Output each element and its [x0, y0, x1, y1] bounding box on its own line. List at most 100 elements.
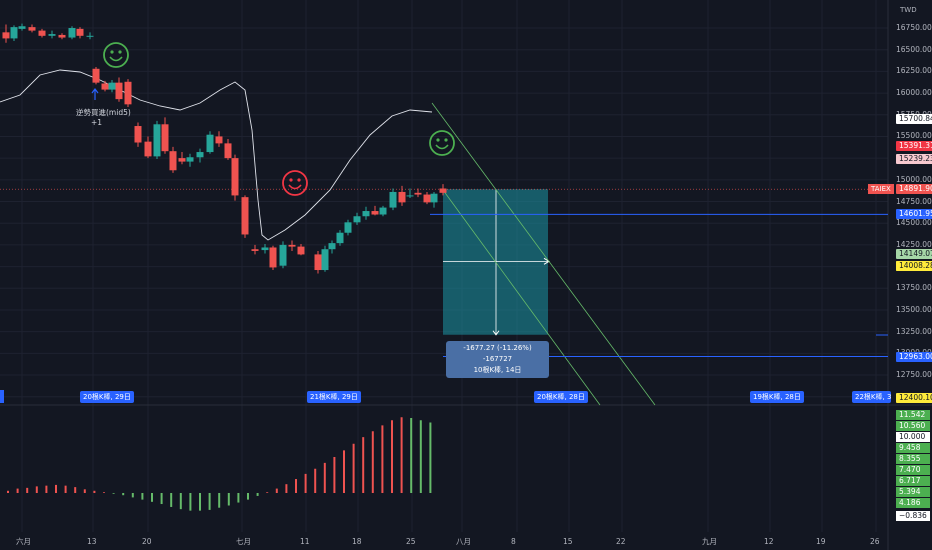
candle-body	[389, 191, 397, 208]
badge-edge	[0, 390, 4, 403]
price-tag: 12963.00	[896, 351, 932, 362]
candle-body	[101, 83, 109, 90]
candle-body	[206, 134, 214, 153]
bar-count-badge: 20根K棒, 28日	[534, 391, 588, 403]
projection-arrow-down	[492, 330, 500, 336]
band-line	[0, 69, 433, 241]
time-axis-tick: 12	[764, 537, 774, 546]
candle-body	[92, 68, 100, 83]
candle-body	[261, 247, 269, 251]
signal-label: 逆勢買進(mid5)	[76, 108, 131, 117]
price-axis-tick: 12750.00	[896, 370, 932, 379]
price-tag: 14008.28	[896, 260, 932, 271]
candle-body	[406, 195, 414, 197]
time-axis-tick: 七月	[236, 537, 251, 546]
candle-body	[279, 244, 287, 266]
candle-body	[153, 124, 161, 157]
candle-body	[58, 34, 66, 38]
candle-body	[108, 82, 116, 90]
time-axis-tick: 20	[142, 537, 152, 546]
indicator-tick: 10.000	[896, 432, 930, 442]
candle-body	[134, 126, 142, 143]
bar-count-badge: 20根K棒, 29日	[80, 391, 134, 403]
smiley-icon	[282, 170, 308, 196]
smiley-icon	[103, 42, 129, 68]
candle-body	[241, 197, 249, 235]
indicator-tick: 8.355	[896, 454, 930, 464]
smiley-icon	[429, 130, 455, 156]
candle-body	[115, 82, 123, 100]
candle-body	[398, 191, 406, 203]
candle-body	[124, 81, 132, 105]
price-tag: 14891.90	[896, 184, 932, 195]
time-axis-tick: 19	[816, 537, 826, 546]
indicator-tick: −0.836	[896, 511, 930, 521]
bar-count-badge: 21根K棒, 29日	[307, 391, 361, 403]
candle-body	[423, 194, 431, 203]
candle-body	[231, 158, 239, 196]
candle-body	[86, 35, 94, 37]
candle-body	[2, 32, 10, 39]
price-tag: 12400.10	[896, 393, 932, 403]
time-axis-tick: 18	[352, 537, 362, 546]
currency-label: TWD	[900, 6, 917, 14]
price-axis-tick: 13500.00	[896, 304, 932, 314]
candle-body	[328, 243, 336, 250]
candle-body	[371, 211, 379, 215]
price-tag: 15700.84	[896, 114, 932, 124]
price-axis-tick: 16250.00	[896, 66, 932, 76]
candle-body	[76, 28, 84, 36]
price-axis-tick: 14250.00	[896, 239, 932, 249]
candle-body	[169, 151, 177, 171]
projection-change: -1677.27 (-11.26%) -167727	[463, 344, 532, 363]
time-axis-tick: 25	[406, 537, 416, 546]
candle-body	[68, 28, 76, 38]
candle-body	[161, 124, 169, 152]
candle-body	[321, 249, 329, 271]
symbol-tag: TAIEX	[868, 184, 894, 195]
candle-body	[38, 30, 46, 36]
indicator-tick: 9.458	[896, 443, 930, 453]
candle-body	[314, 254, 322, 271]
candle-body	[430, 193, 438, 203]
candle-body	[28, 27, 36, 31]
projection-bars: 10根K棒, 14日	[473, 366, 522, 374]
price-axis-tick: 16000.00	[896, 88, 932, 98]
bar-count-badge: 22根K棒, 34日	[852, 391, 891, 403]
buy-arrow-icon	[91, 88, 99, 100]
price-tag: 15239.23	[896, 154, 932, 165]
histogram	[7, 417, 432, 511]
price-axis-tick: 15500.00	[896, 131, 932, 141]
candle-body	[48, 34, 56, 36]
candle-body	[186, 157, 194, 162]
indicator-tick: 6.717	[896, 476, 930, 486]
price-tag: 15391.31	[896, 140, 932, 151]
price-axis-tick: 13750.00	[896, 283, 932, 293]
time-axis-tick: 13	[87, 537, 97, 546]
price-axis-tick: 14500.00	[896, 218, 932, 228]
time-axis-tick: 26	[870, 537, 880, 546]
trend-line	[431, 102, 656, 406]
candle-body	[353, 216, 361, 223]
candle-body	[269, 247, 277, 268]
candles	[2, 23, 447, 274]
candle-body	[224, 143, 232, 159]
candle-body	[414, 192, 422, 195]
bar-count-badge: 19根K棒, 28日	[750, 391, 804, 403]
time-axis-tick: 八月	[456, 537, 471, 546]
candle-body	[178, 158, 186, 162]
candle-body	[379, 207, 387, 215]
candle-body	[196, 152, 204, 158]
price-tag: 14149.07	[896, 248, 932, 259]
time-axis-tick: 8	[511, 537, 516, 546]
indicator-tick: 5.394	[896, 487, 930, 497]
indicator-tick: 11.542	[896, 410, 930, 420]
candle-body	[215, 136, 223, 144]
price-axis-tick: 15000.00	[896, 174, 932, 184]
time-axis-tick: 六月	[16, 537, 31, 546]
indicator-tick: 7.470	[896, 465, 930, 475]
time-axis-tick: 九月	[702, 537, 717, 546]
candle-body	[297, 246, 305, 255]
